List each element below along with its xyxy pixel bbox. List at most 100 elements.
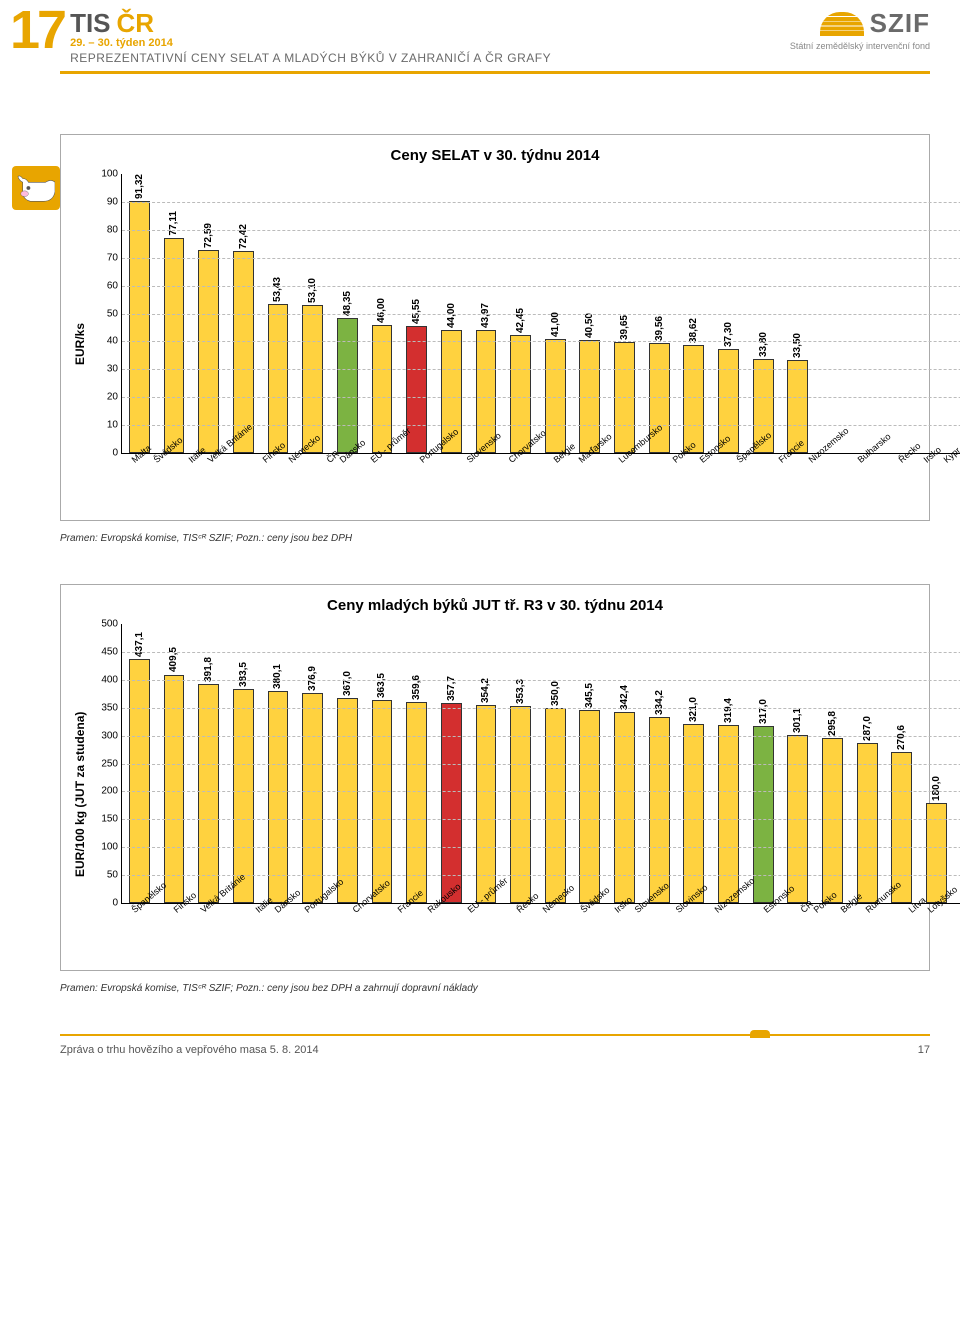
chart1-title: Ceny SELAT v 30. týdnu 2014 [71,147,919,164]
y-tick: 400 [90,674,118,685]
grid-line [122,680,960,681]
bar [198,250,219,453]
grid-line [122,819,960,820]
y-tick: 30 [90,364,118,375]
bar-value-label: 39,56 [654,316,665,341]
grid-line [122,708,960,709]
bar [545,708,566,903]
y-tick: 20 [90,392,118,403]
cow-icon [12,166,60,210]
bar-value-label: 301,1 [792,708,803,733]
y-tick: 100 [90,169,118,180]
grid-line [122,230,960,231]
bar-value-label: 342,4 [619,685,630,710]
bar-value-label: 334,2 [654,690,665,715]
bar-value-label: 33,80 [758,332,769,357]
y-tick: 90 [90,196,118,207]
header-right: SZIF Státní zemědělský intervenční fond [790,8,930,65]
bar [857,743,878,903]
bar-value-label: 287,0 [862,716,873,741]
szif-text: SZIF [870,8,930,39]
bar-value-label: 319,4 [723,698,734,723]
szif-stripes-icon [820,12,864,36]
bar-value-label: 48,35 [342,291,353,316]
bar-value-label: 391,8 [203,657,214,682]
bar-value-label: 354,2 [480,678,491,703]
grid-line [122,258,960,259]
bar [406,702,427,903]
bar-value-label: 77,11 [168,211,179,235]
grid-line [122,286,960,287]
footer-left: Zpráva o trhu hovězího a vepřového masa … [60,1044,319,1056]
bar-value-label: 367,0 [342,671,353,696]
szif-logo: SZIF Státní zemědělský intervenční fond [790,8,930,51]
bar [683,724,704,903]
bar-value-label: 44,00 [446,303,457,328]
grid-line [122,847,960,848]
grid-line [122,736,960,737]
chart1-xlabels: MaltaŠvédskoItálieVelká BritánieFinskoNě… [121,454,960,514]
bar-value-label: 42,45 [515,308,526,333]
y-tick: 150 [90,814,118,825]
y-tick: 100 [90,842,118,853]
grid-line [122,875,960,876]
y-tick: 80 [90,224,118,235]
grid-line [122,341,960,342]
bar [441,703,462,903]
chart1-ylabel: EUR/ks [71,174,89,514]
chart2-plot: 437,1409,5391,8383,5380,1376,9367,0363,5… [121,624,960,904]
bar [129,659,150,903]
chart-byku: Ceny mladých býků JUT tř. R3 v 30. týdnu… [60,584,930,971]
bar-value-label: 363,5 [376,673,387,698]
bar-value-label: 270,6 [896,725,907,750]
tis-label: TIS [70,8,110,39]
bar-value-label: 321,0 [688,697,699,722]
bar [337,318,358,453]
bar [129,201,150,453]
bar-value-label: 91,32 [134,174,145,199]
source-note-1: Pramen: Evropská komise, TISᶜᴿ SZIF; Poz… [60,533,930,544]
bar-value-label: 317,0 [758,699,769,724]
title-block: TIS ČR 29. – 30. týden 2014 REPREZENTATI… [70,8,551,65]
chart2-title: Ceny mladých býků JUT tř. R3 v 30. týdnu… [71,597,919,614]
bar-value-label: 53,43 [272,277,283,302]
bar-value-label: 383,5 [238,662,249,687]
bar-value-label: 350,0 [550,681,561,706]
grid-line [122,764,960,765]
bar-value-label: 345,5 [584,683,595,708]
bar-value-label: 41,00 [550,312,561,337]
footer-right: 17 [918,1044,930,1056]
grid-line [122,652,960,653]
bar-value-label: 376,9 [307,666,318,691]
bar [753,726,774,903]
bar [164,238,185,453]
bar-value-label: 43,97 [480,303,491,328]
bar-value-label: 353,3 [515,679,526,704]
bar-value-label: 46,00 [376,298,387,323]
y-tick: 0 [90,448,118,459]
y-tick: 200 [90,786,118,797]
bar-value-label: 38,62 [688,318,699,343]
page-footer: Zpráva o trhu hovězího a vepřového masa … [0,1044,960,1056]
bar-value-label: 180,0 [931,776,942,801]
y-tick: 250 [90,758,118,769]
bar-value-label: 40,50 [584,313,595,338]
chart2-ylabel: EUR/100 kg (JUT za studena) [71,624,89,964]
bar [718,725,739,903]
bar-value-label: 72,42 [238,224,249,249]
y-tick: 450 [90,646,118,657]
source-note-2: Pramen: Evropská komise, TISᶜᴿ SZIF; Poz… [60,983,930,994]
y-tick: 50 [90,870,118,881]
grid-line [122,314,960,315]
szif-subtitle: Státní zemědělský intervenční fond [790,41,930,51]
chart-selat: Ceny SELAT v 30. týdnu 2014 EUR/ks 91,32… [60,134,930,521]
header-left: 17 TIS ČR 29. – 30. týden 2014 REPREZENT… [10,8,551,65]
bar-value-label: 39,65 [619,315,630,340]
bar-value-label: 33,50 [792,333,803,358]
y-tick: 40 [90,336,118,347]
bar [268,304,289,453]
grid-line [122,202,960,203]
bar-value-label: 72,59 [203,223,214,248]
bar-value-label: 437,1 [134,632,145,657]
y-tick: 300 [90,730,118,741]
